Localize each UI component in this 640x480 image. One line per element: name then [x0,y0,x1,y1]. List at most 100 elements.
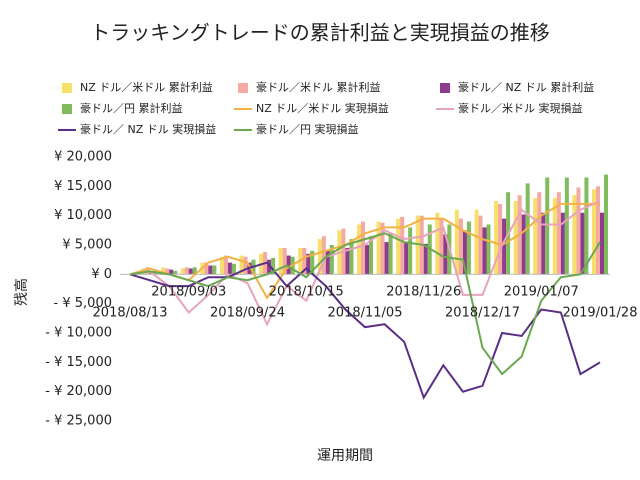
y-tick-label: - ¥ 15,000 [45,355,112,370]
bar [423,243,428,275]
bar [396,218,401,275]
bar [329,245,334,275]
x-axis-label: 運用期間 [317,448,373,464]
bar [239,255,244,275]
bar [317,239,322,275]
bar [580,212,585,275]
bar [173,270,178,275]
y-tick-label: - ¥ 10,000 [45,326,112,341]
y-tick-label: ¥ 5,000 [62,238,112,253]
y-tick-label: ¥ 20,000 [54,150,112,165]
bar [278,247,283,275]
bar [408,227,413,275]
bar [302,247,307,275]
y-tick-label: - ¥ 20,000 [45,384,112,399]
bar [564,177,569,275]
y-tick-label: - ¥ 25,000 [45,414,112,429]
bar [219,256,224,275]
bar [345,247,350,275]
legend-label: NZ ドル／米ドル 実現損益 [256,101,389,115]
bar [552,198,557,275]
y-tick-label: ¥ 15,000 [54,179,112,194]
bar [231,263,236,275]
bar [556,192,561,275]
bar [486,224,491,275]
x-tick-label: 2018/10/15 [269,285,344,300]
bar [502,218,507,275]
bar [349,239,354,275]
bar [584,177,589,275]
bar [537,192,542,275]
bar [227,262,232,275]
bar [404,242,409,275]
x-tick-label: 2018/08/13 [93,306,168,321]
line [129,261,601,400]
bar [388,233,393,275]
legend-label: 豪ドル／ NZ ドル 実現損益 [80,122,216,136]
bar [435,212,440,275]
bar [600,212,604,275]
bar [560,212,565,275]
bar [286,255,291,275]
bar [325,250,330,275]
bar [592,189,596,275]
bar [361,221,365,275]
y-tick-label: ¥ 10,000 [54,208,112,223]
legend-label: 豪ドル／ NZ ドル 累計利益 [458,80,594,94]
y-tick-label: ¥ 0 [91,267,112,282]
bar [521,214,526,275]
legend-swatch [440,83,450,93]
x-tick-label: 2018/11/26 [386,285,461,300]
bar [212,265,217,275]
bar [498,203,503,275]
x-tick-label: 2018/09/03 [151,285,226,300]
legend-label: 豪ドル／米ドル 累計利益 [256,80,381,94]
bar [466,221,471,275]
bar [494,201,499,275]
bar [400,216,405,275]
x-tick-label: 2019/01/07 [504,285,579,300]
bar [169,269,174,275]
line [129,202,600,300]
bar [474,209,479,275]
bar [271,257,276,275]
bar [376,221,381,275]
bar [572,195,577,275]
bar [380,222,385,275]
legend-label: 豪ドル／円 累計利益 [80,101,183,115]
bar [462,230,467,275]
y-axis-label: 残高 [13,278,30,306]
bar [439,218,444,275]
chart-title: トラッキングトレードの累計利益と実現損益の推移 [90,21,549,45]
legend-label: NZ ドル／米ドル 累計利益 [80,80,213,94]
bar [482,227,487,275]
bar [365,245,369,275]
bar [310,250,315,275]
bar [306,253,311,275]
x-tick-label: 2018/11/05 [328,306,403,321]
x-tick-label: 2019/01/28 [563,306,638,321]
bar [243,256,248,275]
bar [321,236,326,275]
bar [282,247,287,275]
bar [533,198,538,275]
bar [184,267,189,275]
bar [443,234,448,275]
y-tick-label: - ¥ 5,000 [54,296,112,311]
bar [596,186,600,275]
bar [478,215,483,275]
bar [604,174,608,275]
line [129,200,601,327]
x-tick-label: 2018/12/17 [445,306,520,321]
bar [192,267,197,275]
legend-swatch [62,83,72,93]
legend-label: 豪ドル／米ドル 実現損益 [458,101,583,115]
bar [267,259,272,275]
bar [545,177,550,275]
bar [180,268,185,275]
bar [208,265,213,275]
bar [188,268,193,275]
line [129,232,601,376]
bar [161,267,166,275]
